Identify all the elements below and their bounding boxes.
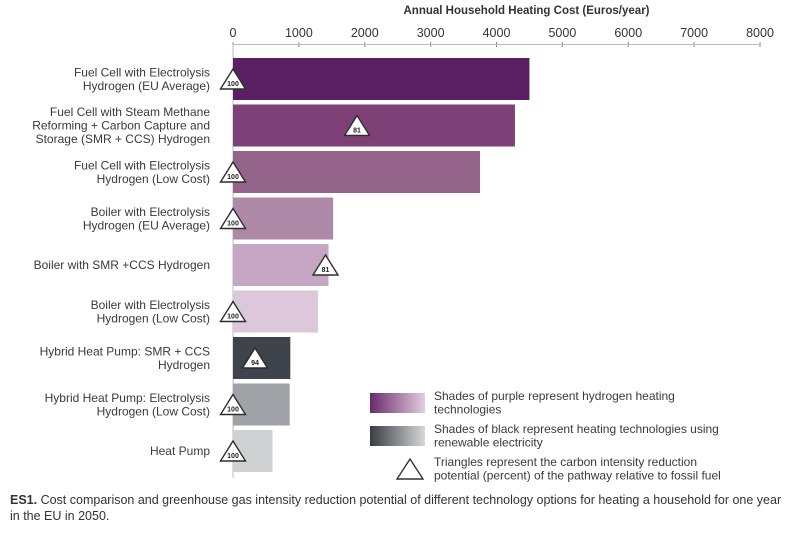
bar — [233, 104, 515, 147]
carbon-reduction-triangle — [219, 393, 247, 416]
bar — [233, 290, 318, 333]
x-tick-label: 5000 — [548, 26, 576, 40]
x-tick-label: 8000 — [746, 26, 774, 40]
carbon-reduction-triangle — [311, 253, 340, 276]
carbon-reduction-label: 81 — [322, 267, 330, 274]
category-label: Boiler with Electrolysis Hydrogen (EU Ave… — [83, 205, 210, 233]
bar — [233, 58, 530, 100]
x-tick-label: 1000 — [285, 26, 313, 40]
category-label: Hybrid Heat Pump: SMR + CCS Hydrogen — [40, 344, 210, 372]
carbon-reduction-label: 81 — [353, 128, 361, 135]
legend-triangle-icon — [395, 457, 425, 480]
bar — [233, 197, 334, 240]
x-tick-label: 2000 — [351, 26, 379, 40]
carbon-reduction-label: 94 — [251, 360, 259, 367]
carbon-reduction-label: 100 — [227, 81, 239, 88]
carbon-reduction-label: 100 — [227, 407, 239, 414]
legend-label: Triangles represent the carbon intensity… — [434, 455, 721, 483]
legend-label: Shades of black represent heating techno… — [434, 422, 719, 450]
legend-label: Shades of purple represent hydrogen heat… — [434, 389, 675, 417]
category-label: Fuel Cell with Electrolysis Hydrogen (EU … — [74, 65, 210, 93]
bar-chart: Annual Household Heating Cost (Euros/yea… — [32, 5, 774, 483]
caption-text: Cost comparison and greenhouse gas inten… — [10, 493, 782, 523]
caption-label: ES1. — [10, 493, 38, 507]
category-label: Boiler with SMR +CCS Hydrogen — [34, 258, 210, 272]
carbon-reduction-triangle — [343, 114, 371, 137]
carbon-reduction-label: 100 — [227, 453, 239, 460]
figure-caption: ES1. Cost comparison and greenhouse gas … — [10, 492, 790, 524]
legend-purple-swatch — [370, 393, 425, 413]
x-tick-label: 6000 — [614, 26, 642, 40]
x-tick-label: 0 — [230, 26, 237, 40]
bar — [233, 151, 481, 193]
x-axis-title: Annual Household Heating Cost (Euros/yea… — [404, 5, 650, 17]
category-label: Heat Pump — [150, 444, 210, 458]
legend-black-swatch — [370, 426, 425, 446]
carbon-reduction-triangle — [219, 67, 247, 90]
category-label: Fuel Cell with Steam Methane Reforming + … — [32, 105, 210, 146]
x-tick-label: 4000 — [483, 26, 511, 40]
bar — [233, 383, 290, 426]
carbon-reduction-triangle — [241, 346, 269, 369]
x-tick-label: 7000 — [680, 26, 708, 40]
carbon-reduction-label: 100 — [227, 221, 239, 228]
bar — [233, 244, 329, 286]
carbon-reduction-label: 100 — [227, 174, 239, 181]
category-label: Hybrid Heat Pump: Electrolysis Hydrogen (… — [45, 391, 210, 419]
x-tick-label: 3000 — [417, 26, 445, 40]
carbon-reduction-triangle — [219, 300, 247, 323]
carbon-reduction-triangle — [219, 160, 247, 183]
carbon-reduction-label: 100 — [227, 314, 239, 321]
carbon-reduction-triangle — [219, 207, 247, 230]
category-label: Fuel Cell with Electrolysis Hydrogen (Low… — [74, 158, 210, 186]
category-label: Boiler with Electrolysis Hydrogen (Low Co… — [91, 298, 210, 326]
carbon-reduction-triangle — [219, 439, 247, 462]
